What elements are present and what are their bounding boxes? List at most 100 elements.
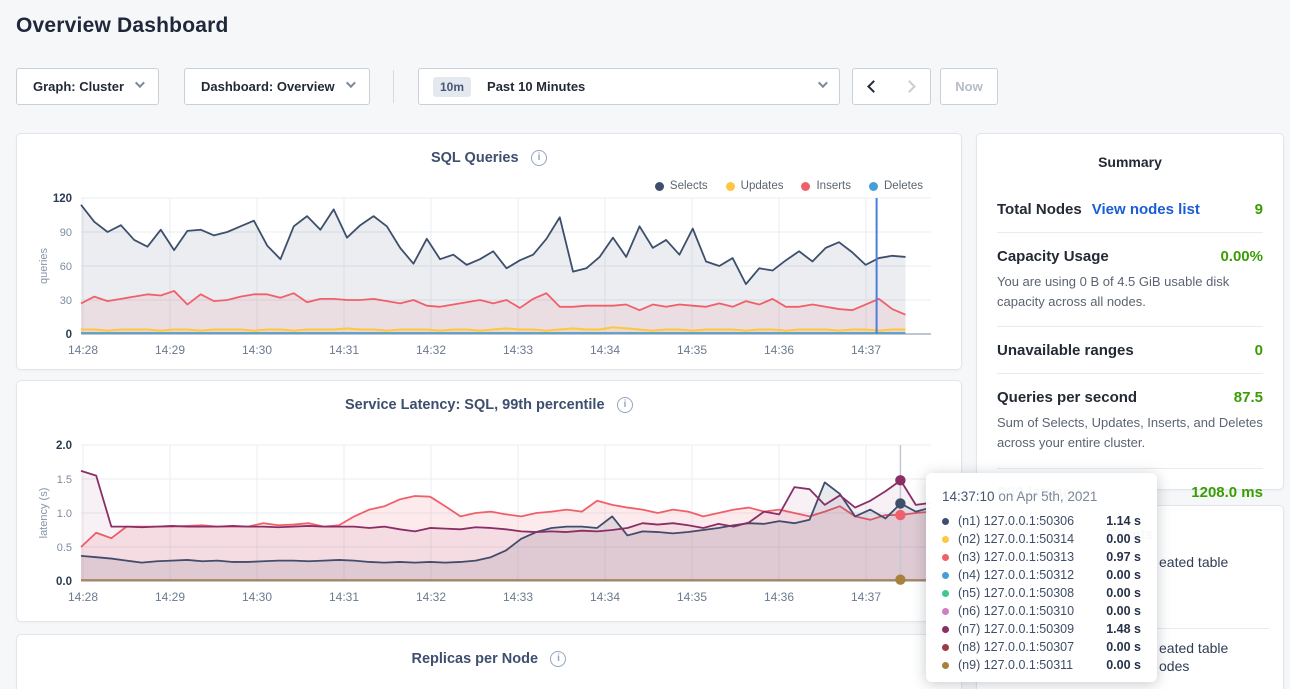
summary-value: 0	[1254, 342, 1263, 360]
summary-label: Unavailable ranges	[997, 342, 1134, 360]
tooltip-node-address: (n1) 127.0.0.1:50306	[958, 514, 1075, 528]
svg-text:14:28: 14:28	[68, 343, 98, 357]
info-icon[interactable]: i	[616, 396, 633, 413]
chart-title: SQL Queries	[430, 149, 519, 166]
tooltip-node-value: 1.48 s	[1106, 622, 1141, 636]
svg-text:1.5: 1.5	[57, 474, 72, 486]
tooltip-node-address: (n5) 127.0.0.1:50308	[958, 586, 1075, 600]
legend-item-deletes[interactable]: Deletes	[869, 180, 923, 192]
time-range-badge: 10m	[433, 76, 472, 97]
tooltip-node-value: 0.97 s	[1106, 550, 1141, 564]
svg-text:14:29: 14:29	[155, 343, 185, 357]
svg-text:2.0: 2.0	[56, 440, 72, 452]
tooltip-node-address: (n9) 127.0.0.1:50311	[958, 658, 1074, 672]
replicas-per-node-chart-card: Replicas per Node i	[16, 634, 962, 689]
svg-text:0.5: 0.5	[57, 542, 72, 554]
node-color-dot	[942, 589, 949, 597]
tooltip-node-address: (n6) 127.0.0.1:50310	[958, 604, 1075, 618]
legend-dot	[801, 181, 811, 191]
node-color-dot	[942, 535, 949, 543]
tooltip-node-address: (n7) 127.0.0.1:50309	[958, 622, 1075, 636]
chevron-left-icon	[867, 80, 880, 93]
svg-text:90: 90	[60, 227, 72, 239]
legend-dot	[869, 181, 878, 191]
svg-text:14:35: 14:35	[677, 590, 707, 604]
tooltip-node-value: 1.14 s	[1106, 514, 1141, 528]
svg-text:14:28: 14:28	[68, 590, 98, 604]
dashboard-selector-label: Dashboard: Overview	[201, 79, 335, 94]
summary-panel: Summary Total Nodes View nodes list 9 Ca…	[976, 133, 1284, 501]
summary-item-queries-per-second: Queries per second 87.5 Sum of Selects, …	[997, 373, 1263, 467]
toolbar-divider	[393, 70, 394, 103]
time-range-label: Past 10 Minutes	[487, 79, 586, 94]
now-button[interactable]: Now	[940, 68, 998, 105]
chevron-down-icon	[817, 78, 828, 89]
svg-text:14:31: 14:31	[329, 590, 359, 604]
svg-text:0: 0	[66, 329, 72, 341]
graph-selector-label: Graph: Cluster	[33, 79, 125, 94]
legend-label: Inserts	[816, 180, 851, 192]
svg-text:30: 30	[60, 295, 72, 307]
tooltip-node-row: (n3) 127.0.0.1:50313 0.97 s	[942, 548, 1141, 566]
svg-text:14:32: 14:32	[416, 590, 446, 604]
tooltip-node-row: (n7) 127.0.0.1:50309 1.48 s	[942, 620, 1141, 638]
sql-queries-chart-card: SQL Queries i Selects Updates Inserts Delet…	[16, 133, 962, 370]
dashboard-selector-dropdown[interactable]: Dashboard: Overview	[184, 68, 370, 105]
sql-queries-chart[interactable]: 14:28 14:29 14:30 14:31 14:32 14:33 14:34 14:35…	[17, 186, 963, 364]
legend-item-selects[interactable]: Selects	[654, 180, 708, 192]
tooltip-node-address: (n3) 127.0.0.1:50313	[958, 550, 1075, 564]
info-icon[interactable]: i	[550, 650, 567, 667]
chart-title: Service Latency: SQL, 99th percentile	[345, 396, 605, 413]
svg-text:14:35: 14:35	[677, 343, 707, 357]
svg-text:14:33: 14:33	[503, 590, 533, 604]
chart-hover-tooltip: 14:37:10 on Apr 5th, 2021 (n1) 127.0.0.1…	[926, 473, 1157, 682]
svg-text:14:37: 14:37	[851, 590, 881, 604]
tooltip-node-row: (n2) 127.0.0.1:50314 0.00 s	[942, 530, 1141, 548]
tooltip-node-value: 0.00 s	[1106, 568, 1141, 582]
tooltip-node-address: (n2) 127.0.0.1:50314	[958, 532, 1075, 546]
legend-item-updates[interactable]: Updates	[725, 180, 784, 192]
legend-label: Deletes	[884, 180, 923, 192]
summary-value: 9	[1254, 201, 1263, 218]
svg-text:14:29: 14:29	[155, 590, 185, 604]
summary-label: Capacity Usage	[997, 248, 1109, 265]
graph-selector-dropdown[interactable]: Graph: Cluster	[16, 68, 160, 105]
chart-title: Replicas per Node	[411, 650, 539, 667]
tooltip-node-row: (n6) 127.0.0.1:50310 0.00 s	[942, 602, 1141, 620]
tooltip-node-value: 0.00 s	[1106, 604, 1141, 618]
tooltip-timestamp: 14:37:10 on Apr 5th, 2021	[942, 489, 1098, 504]
summary-item-capacity-usage: Capacity Usage 0.00% You are using 0 B o…	[997, 232, 1263, 326]
view-nodes-list-link[interactable]: View nodes list	[1091, 201, 1200, 218]
tooltip-node-address: (n8) 127.0.0.1:50307	[958, 640, 1075, 654]
legend-dot	[725, 181, 735, 191]
legend-item-inserts[interactable]: Inserts	[801, 180, 851, 192]
summary-label: Total Nodes	[997, 201, 1082, 218]
summary-value: 0.00%	[1220, 248, 1263, 265]
svg-text:14:36: 14:36	[764, 343, 794, 357]
service-latency-chart[interactable]: 14:28 14:29 14:30 14:31 14:32 14:33 14:34 14:35…	[17, 433, 963, 611]
time-range-dropdown[interactable]: 10m Past 10 Minutes	[418, 68, 840, 105]
node-color-dot	[942, 553, 949, 561]
svg-text:14:33: 14:33	[503, 343, 533, 357]
summary-label: Queries per second	[997, 389, 1138, 407]
tooltip-node-value: 0.00 s	[1106, 640, 1141, 654]
svg-text:60: 60	[60, 261, 72, 273]
summary-value: 1208.0 ms	[1191, 483, 1263, 501]
tooltip-node-value: 0.00 s	[1106, 658, 1141, 672]
event-text-fragment: eated table	[1159, 640, 1229, 656]
tooltip-node-row: (n1) 127.0.0.1:50306 1.14 s	[942, 512, 1141, 530]
summary-value: 87.5	[1233, 389, 1263, 407]
svg-text:14:37: 14:37	[851, 343, 881, 357]
chart-legend: Selects Updates Inserts Deletes	[654, 180, 923, 192]
tooltip-node-row: (n4) 127.0.0.1:50312 0.00 s	[942, 566, 1141, 584]
node-color-dot	[942, 661, 949, 669]
time-next-button[interactable]	[891, 68, 931, 105]
summary-description: Sum of Selects, Updates, Inserts, and De…	[997, 415, 1263, 451]
info-icon[interactable]: i	[531, 149, 548, 166]
now-button-label: Now	[955, 79, 983, 94]
time-prev-button[interactable]	[852, 68, 892, 105]
legend-label: Updates	[740, 180, 784, 192]
svg-text:14:34: 14:34	[590, 590, 620, 604]
svg-text:14:30: 14:30	[242, 590, 272, 604]
svg-text:0.0: 0.0	[56, 576, 72, 588]
